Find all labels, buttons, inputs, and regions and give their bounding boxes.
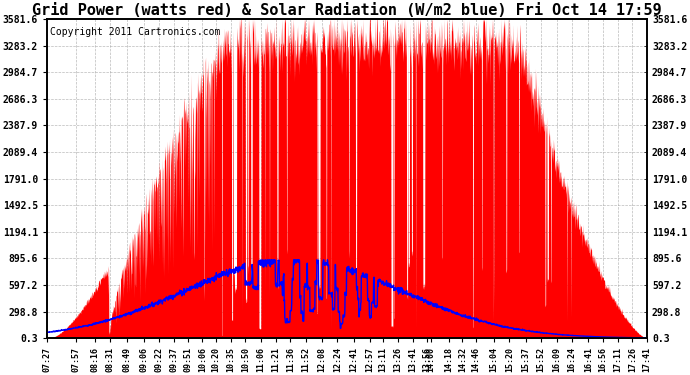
Title: Grid Power (watts red) & Solar Radiation (W/m2 blue) Fri Oct 14 17:59: Grid Power (watts red) & Solar Radiation… xyxy=(32,3,662,18)
Text: Copyright 2011 Cartronics.com: Copyright 2011 Cartronics.com xyxy=(50,27,220,37)
